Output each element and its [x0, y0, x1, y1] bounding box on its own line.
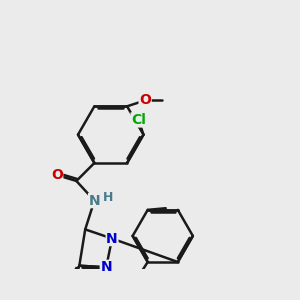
Text: N: N — [100, 260, 112, 274]
Text: H: H — [103, 191, 113, 205]
Text: N: N — [88, 194, 100, 208]
Text: N: N — [106, 232, 118, 245]
Text: O: O — [139, 93, 151, 107]
Text: S: S — [40, 299, 51, 300]
Text: Cl: Cl — [131, 113, 146, 127]
Text: O: O — [51, 168, 63, 182]
